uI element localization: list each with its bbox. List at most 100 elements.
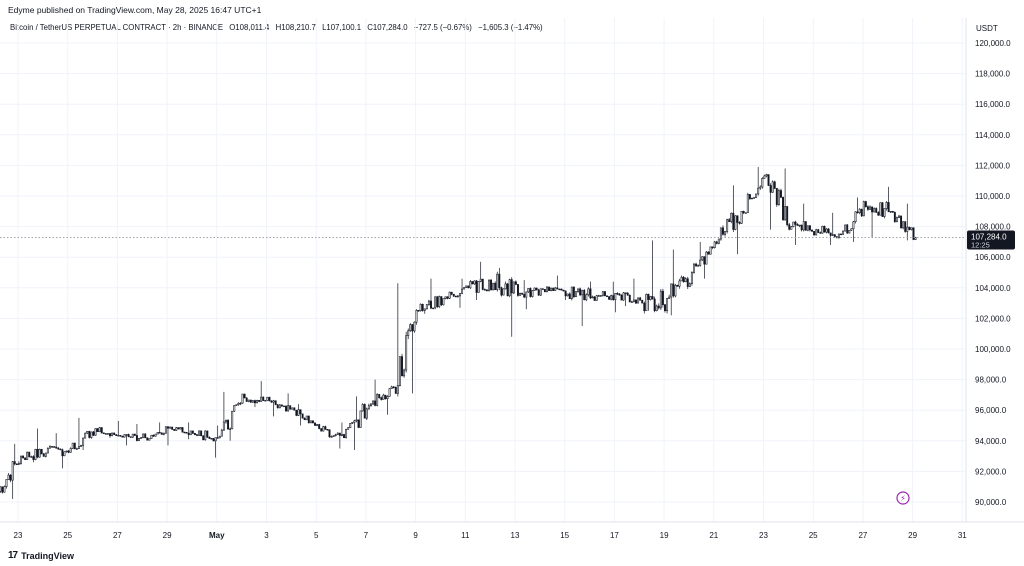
candle-bullish [763, 174, 766, 179]
candle-body [57, 447, 60, 450]
candle-body [864, 201, 867, 208]
candle-bearish [676, 284, 679, 287]
candle-body [357, 419, 360, 428]
candle-bullish [84, 432, 87, 439]
candle-bullish [688, 282, 691, 287]
candle-bullish [3, 485, 6, 493]
candle-bearish [639, 296, 642, 301]
brand-name: TradingView [21, 550, 74, 561]
candle-body [67, 450, 70, 453]
alert-button[interactable]: ⚡ [896, 491, 910, 505]
candle-body [326, 429, 329, 431]
candle-bearish [326, 428, 329, 431]
date-tick-label: 29 [163, 531, 172, 540]
candle-body [632, 299, 635, 303]
candle-bearish [556, 275, 559, 290]
candle-bullish [448, 291, 451, 300]
candle-body [813, 231, 816, 236]
candle-body [71, 442, 74, 449]
candle-body [842, 230, 845, 235]
candle-body [191, 430, 194, 434]
candle-bullish [438, 295, 441, 309]
candle-body [771, 181, 774, 193]
candle-bullish [38, 448, 41, 458]
candle-body [769, 185, 772, 193]
candle-body [177, 427, 180, 430]
candle-bullish [349, 423, 352, 429]
candle-body [314, 422, 316, 426]
candle-body [775, 188, 778, 205]
candle-bullish [906, 203, 909, 241]
candle-bearish [904, 221, 907, 233]
candle-bullish [444, 296, 447, 300]
candle-bearish [289, 405, 292, 410]
candle-body [378, 394, 381, 398]
candle-bearish [875, 207, 878, 213]
candle-bullish [80, 444, 82, 447]
candle-body [282, 405, 285, 408]
candle-body [858, 208, 861, 214]
candle-bearish [664, 304, 666, 313]
candle-bullish [790, 225, 793, 230]
candle-body [450, 291, 453, 295]
candle-bullish [351, 422, 354, 425]
candle-bearish [245, 397, 248, 402]
candle-body [823, 225, 826, 233]
candle-bullish [719, 227, 722, 241]
candle-body [647, 293, 650, 300]
candle-bullish [705, 250, 708, 265]
candle-bullish [591, 295, 594, 299]
price-tick-label: 116,000.0 [975, 100, 1011, 109]
candle-bearish [800, 224, 803, 232]
price-tick-label: 118,000.0 [975, 70, 1011, 79]
candle-body [40, 448, 43, 455]
candle-bearish [15, 463, 18, 466]
candle-body [303, 417, 306, 421]
candle-body [850, 228, 853, 231]
candle-bullish [353, 419, 356, 450]
candle-bullish [746, 192, 749, 213]
candle-bearish [500, 286, 503, 297]
candle-bearish [829, 232, 832, 245]
candle-body [473, 280, 476, 285]
candle-bullish [189, 430, 192, 436]
candle-body [643, 302, 646, 312]
price-tick-label: 104,000.0 [975, 284, 1011, 293]
candle-bullish [251, 400, 254, 403]
candle-bearish [788, 223, 791, 231]
candle-body [427, 300, 430, 306]
last-price-value: 107,284.0 [971, 233, 1007, 242]
candle-body [423, 308, 426, 311]
candle-body [183, 431, 186, 434]
candle-body [419, 303, 422, 312]
candle-body [475, 280, 478, 293]
candle-body [856, 211, 859, 214]
candle-body [467, 285, 470, 289]
candle-body [349, 423, 352, 428]
candle-bearish [119, 434, 122, 437]
candle-bullish [850, 228, 853, 231]
candle-body [249, 399, 252, 403]
candle-bearish [887, 186, 890, 213]
candle-body [367, 405, 370, 410]
candle-body [189, 430, 192, 436]
candle-bearish [196, 433, 198, 437]
candle-bearish [328, 429, 331, 438]
candle-body [446, 296, 449, 299]
candle-body [202, 435, 205, 441]
candle-body [517, 284, 519, 296]
candle-body [485, 289, 488, 292]
candle-body [661, 290, 664, 306]
candle-body [106, 433, 109, 435]
candle-bullish [726, 218, 729, 234]
tradingview-brand[interactable]: 17 TradingView [8, 550, 74, 561]
candle-bearish [454, 295, 457, 298]
candle-body [386, 396, 389, 400]
candle-body [380, 397, 383, 400]
candle-bearish [185, 432, 188, 434]
symbol-name[interactable]: Bitcoin / TetherUS PERPETUAL CONTRACT · … [10, 23, 224, 32]
candle-bullish [622, 291, 625, 301]
candle-bullish [75, 447, 78, 450]
candle-body [672, 283, 675, 297]
